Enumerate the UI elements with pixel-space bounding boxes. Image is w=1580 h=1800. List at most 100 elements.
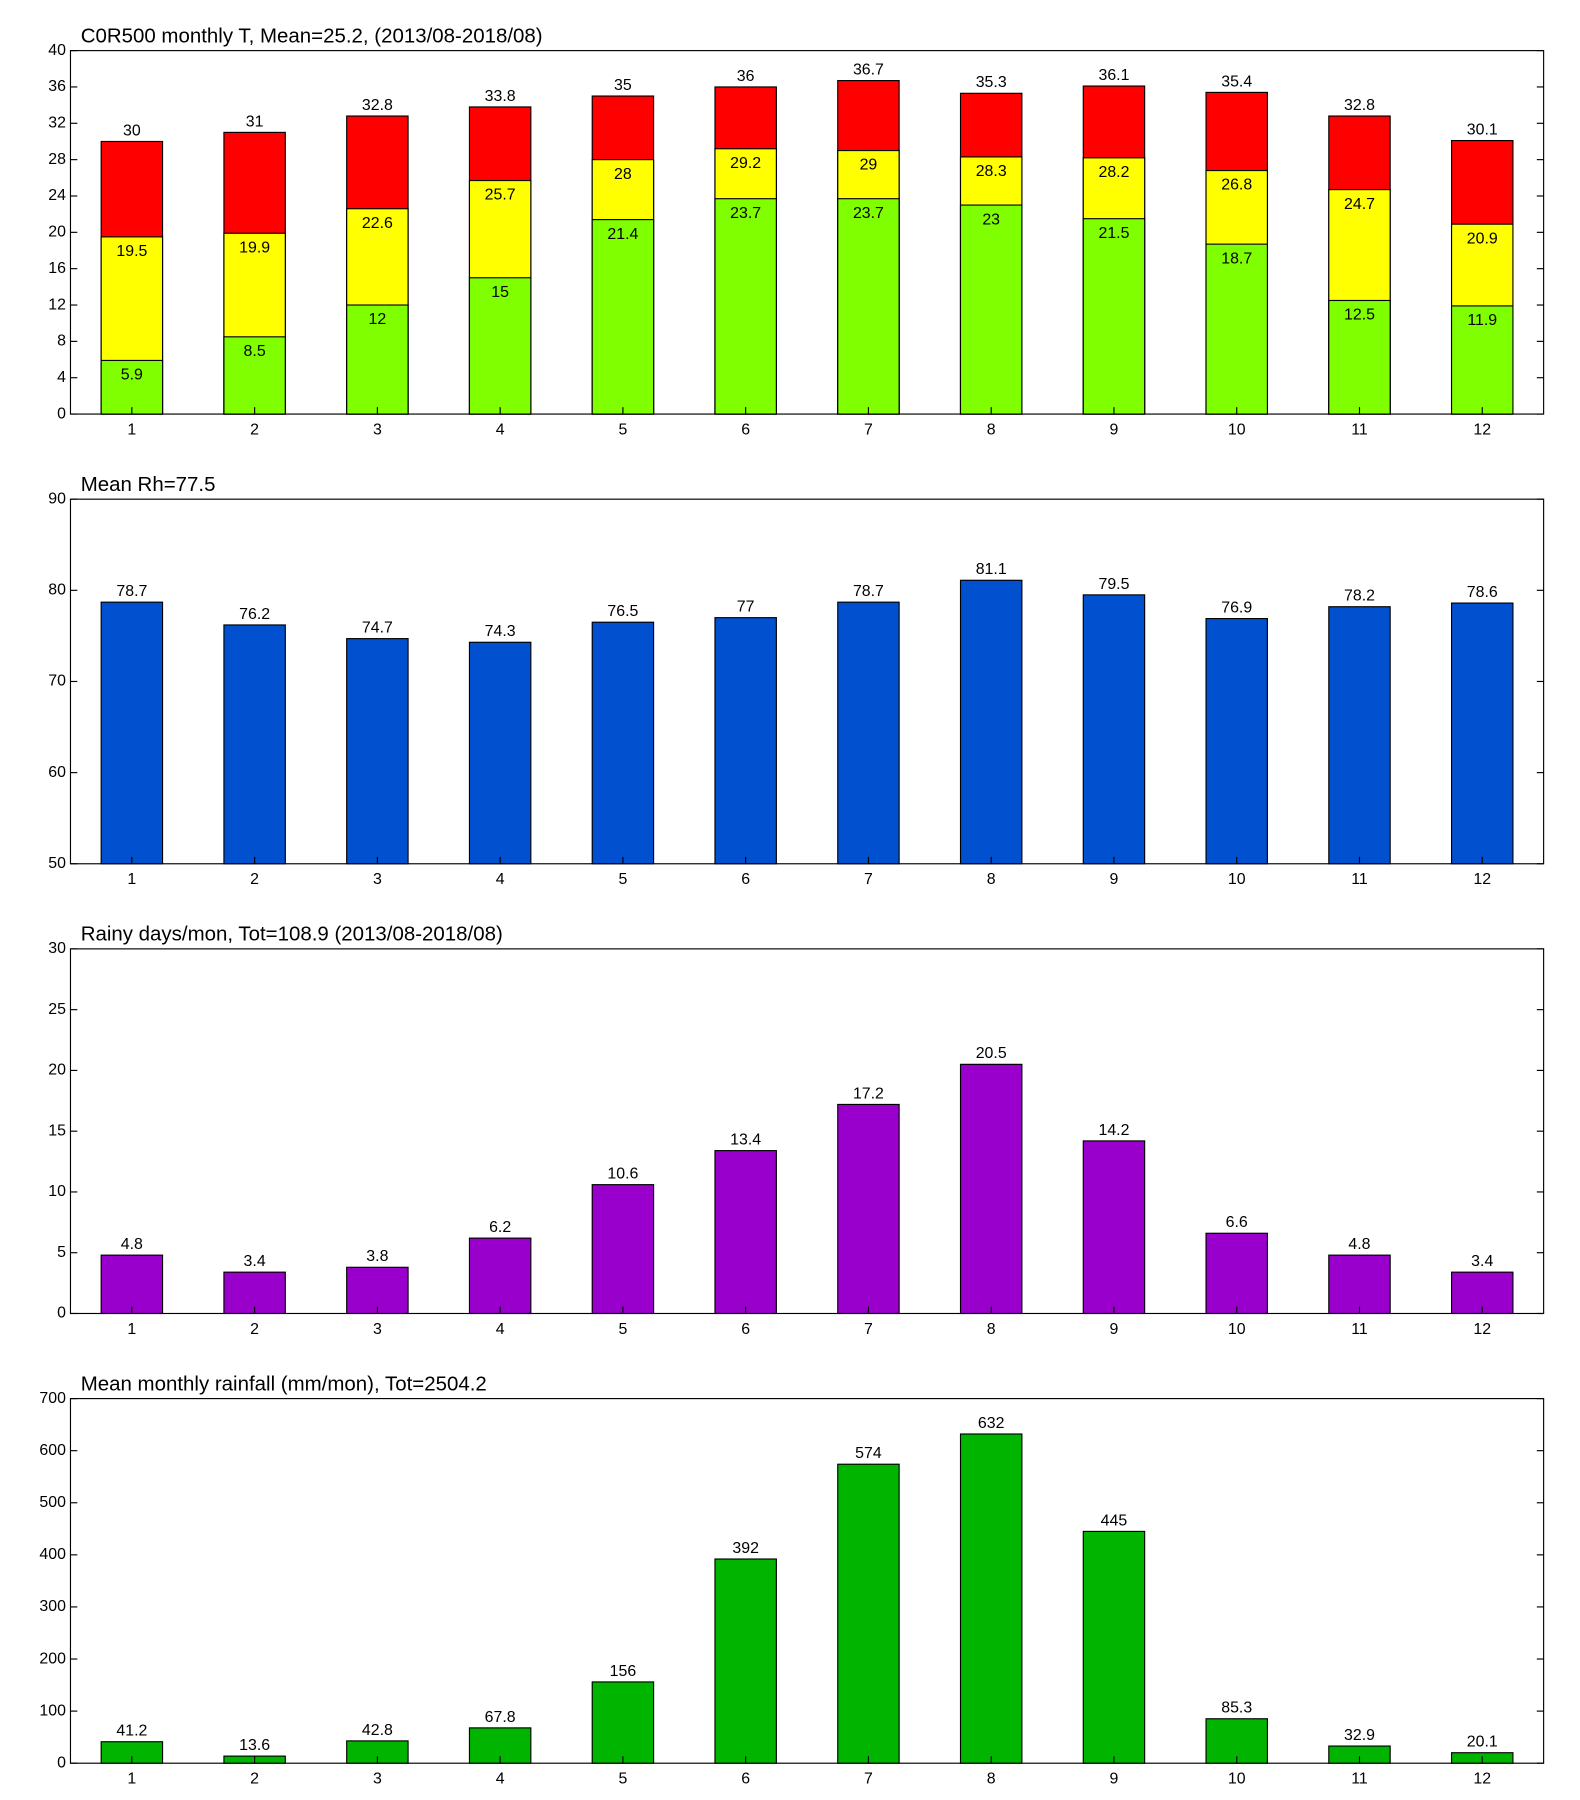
x-tick-label: 12: [1473, 1770, 1491, 1787]
value-label: 36.1: [1098, 67, 1129, 84]
bar: [1450, 305, 1514, 415]
bar: [1450, 602, 1514, 865]
bar: [346, 304, 409, 415]
value-label: 77: [737, 598, 755, 615]
y-tick-label: 500: [39, 1494, 66, 1511]
bar: [223, 624, 286, 865]
chart-title: C0R500 monthly T, Mean=25.2, (2013/08-20…: [81, 24, 543, 47]
value-label: 24.7: [1344, 196, 1375, 213]
x-tick-label: 12: [1473, 871, 1491, 888]
bar: [1328, 299, 1391, 415]
y-tick-label: 30: [48, 940, 66, 957]
bar: [591, 1184, 655, 1315]
value-label: 28.3: [976, 163, 1007, 180]
value-label: 6.2: [489, 1219, 511, 1236]
y-tick-label: 70: [48, 673, 66, 690]
y-tick-label: 600: [39, 1442, 66, 1459]
value-label: 20.1: [1467, 1734, 1498, 1751]
bar: [346, 638, 409, 865]
bar: [1205, 243, 1268, 415]
value-label: 28: [614, 166, 632, 183]
y-tick-label: 40: [48, 42, 66, 59]
bar: [1205, 618, 1268, 865]
x-tick-label: 1: [127, 421, 136, 438]
y-tick-label: 24: [48, 187, 66, 204]
x-tick-label: 6: [741, 421, 750, 438]
value-label: 29.2: [730, 155, 761, 172]
bar: [1082, 1140, 1146, 1315]
y-tick-label: 200: [39, 1650, 66, 1667]
bar: [591, 621, 655, 865]
y-tick-label: 0: [57, 1305, 66, 1322]
value-label: 15: [491, 284, 509, 301]
value-label: 85.3: [1221, 1700, 1252, 1717]
x-tick-label: 10: [1228, 1321, 1246, 1338]
bar: [959, 1433, 1023, 1764]
bar: [714, 198, 777, 415]
y-tick-label: 80: [48, 581, 66, 598]
value-label: 41.2: [116, 1723, 147, 1740]
y-tick-label: 10: [48, 1183, 66, 1200]
value-label: 632: [978, 1415, 1005, 1432]
value-label: 3.4: [244, 1253, 266, 1270]
value-label: 18.7: [1221, 250, 1252, 267]
bar: [223, 336, 286, 415]
y-tick-label: 0: [57, 1754, 66, 1771]
value-label: 26.8: [1221, 177, 1252, 194]
value-label: 81.1: [976, 561, 1007, 578]
value-label: 25.7: [485, 187, 516, 204]
bar: [468, 277, 532, 415]
chart-title: Rainy days/mon, Tot=108.9 (2013/08-2018/…: [81, 922, 503, 945]
value-label: 3.8: [366, 1248, 388, 1265]
chart-title: Mean Rh=77.5: [81, 473, 216, 496]
x-tick-label: 6: [741, 1321, 750, 1338]
bar: [714, 1558, 777, 1764]
value-label: 79.5: [1098, 576, 1129, 593]
value-label: 23: [982, 211, 1000, 228]
x-tick-label: 6: [741, 1770, 750, 1787]
value-label: 22.6: [362, 215, 393, 232]
x-tick-label: 11: [1351, 871, 1368, 888]
y-tick-label: 90: [48, 490, 66, 507]
value-label: 17.2: [853, 1085, 884, 1102]
value-label: 19.5: [116, 243, 147, 260]
x-tick-label: 7: [864, 1321, 873, 1338]
y-tick-label: 12: [48, 296, 66, 313]
y-tick-label: 5: [57, 1244, 66, 1261]
y-tick-label: 300: [39, 1598, 66, 1615]
x-tick-label: 8: [987, 421, 996, 438]
bar: [1328, 606, 1391, 865]
y-tick-label: 28: [48, 151, 66, 168]
value-label: 574: [855, 1445, 882, 1462]
axes-box: [69, 1398, 1545, 1764]
x-tick-label: 4: [496, 421, 505, 438]
bar: [468, 641, 532, 865]
x-tick-label: 3: [373, 421, 382, 438]
value-label: 392: [732, 1540, 759, 1557]
x-tick-label: 11: [1351, 1321, 1368, 1338]
bar: [959, 579, 1023, 865]
value-label: 12: [369, 311, 387, 328]
x-tick-label: 3: [373, 1770, 382, 1787]
value-label: 35.3: [976, 74, 1007, 91]
axes-box: [69, 498, 1545, 865]
bar: [1082, 594, 1146, 865]
x-tick-label: 11: [1351, 421, 1368, 438]
x-tick-label: 9: [1110, 1770, 1119, 1787]
bar: [1328, 1254, 1391, 1315]
y-tick-label: 15: [48, 1122, 66, 1139]
value-label: 78.7: [116, 583, 147, 600]
x-tick-label: 5: [618, 1321, 627, 1338]
bar: [1082, 218, 1146, 415]
value-label: 3.4: [1471, 1253, 1493, 1270]
x-tick-label: 1: [127, 871, 136, 888]
x-tick-label: 2: [250, 421, 259, 438]
value-label: 11.9: [1467, 312, 1497, 329]
value-label: 29: [860, 157, 878, 174]
value-label: 13.6: [239, 1737, 270, 1754]
x-tick-label: 8: [987, 1770, 996, 1787]
value-label: 74.7: [362, 619, 393, 636]
bar: [100, 1254, 164, 1315]
x-tick-label: 10: [1228, 421, 1246, 438]
